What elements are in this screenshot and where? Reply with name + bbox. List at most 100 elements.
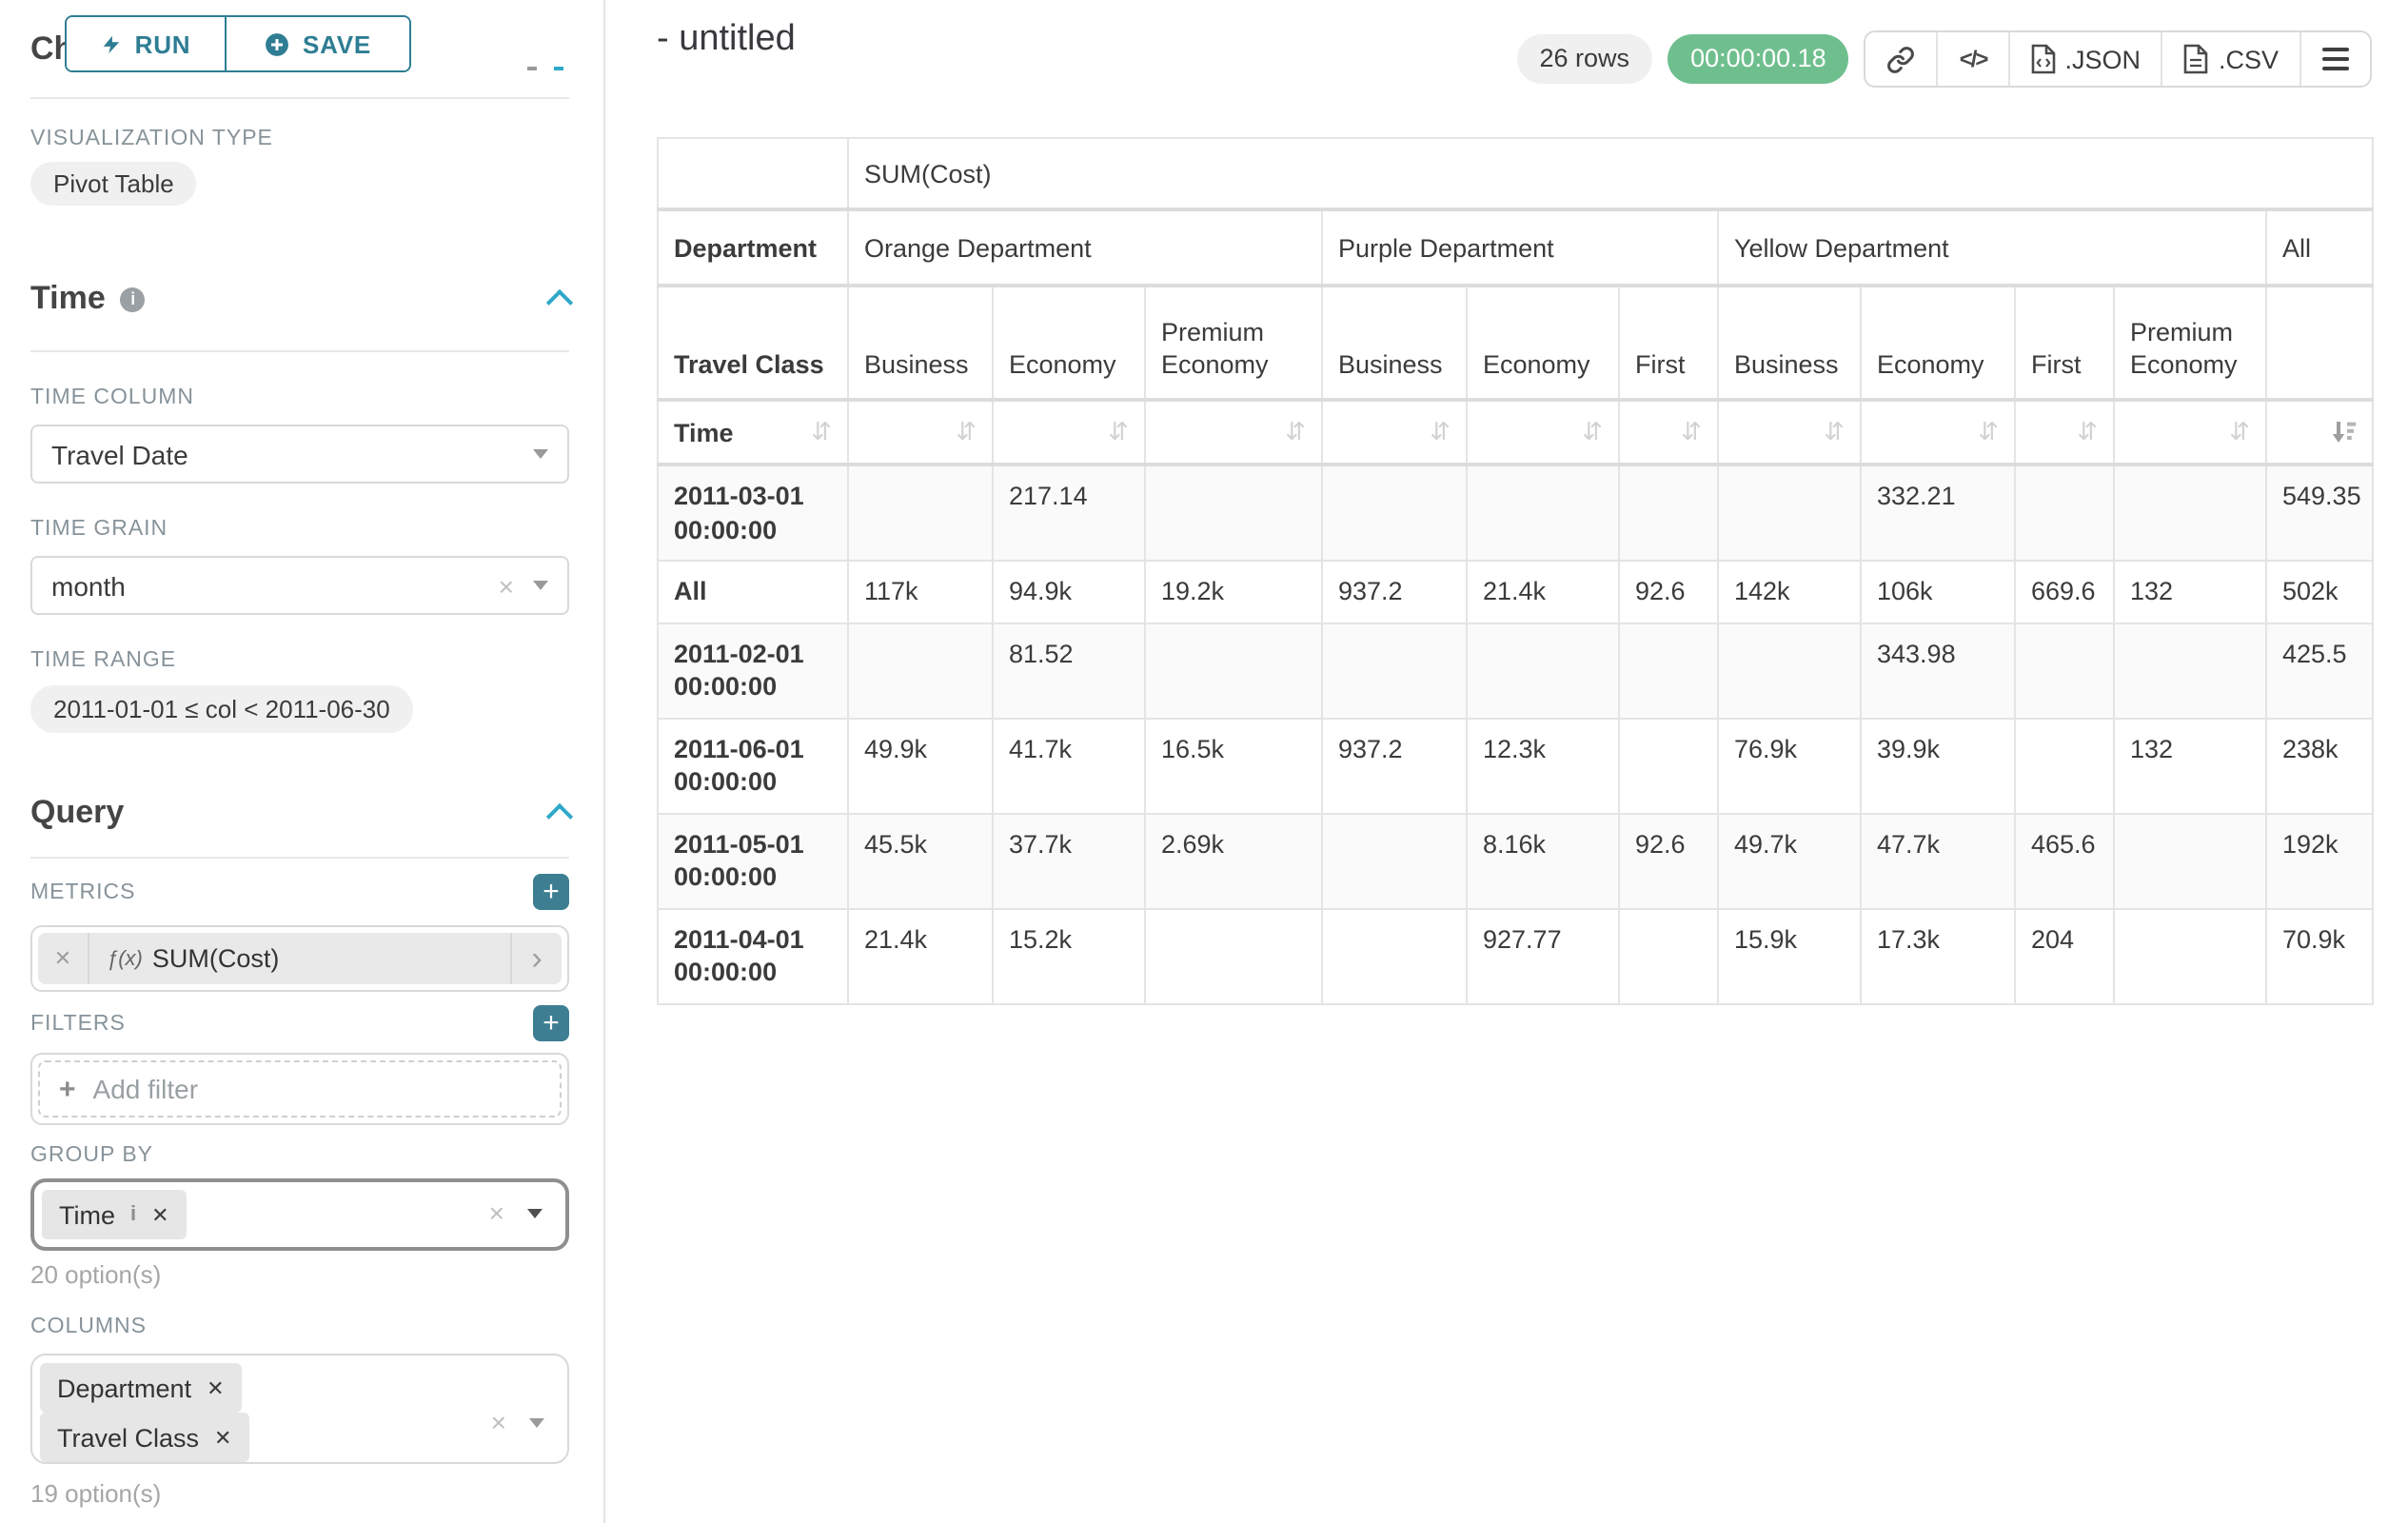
value-cell: 70.9k xyxy=(2266,909,2373,1004)
row-label-cell: 2011-05-01 00:00:00 xyxy=(658,814,848,909)
group-by-select[interactable]: Timei✕ × xyxy=(30,1178,569,1251)
metric-name: SUM(Cost) xyxy=(152,944,510,973)
time-column-value: Travel Date xyxy=(51,439,188,469)
csv-button-label: .CSV xyxy=(2219,45,2279,73)
column-sort-cell[interactable]: ⇵ xyxy=(1145,400,1322,465)
selected-value-chip[interactable]: Department✕ xyxy=(40,1363,242,1413)
metric-chip[interactable]: ✕ ƒ(x) SUM(Cost) › xyxy=(38,933,562,984)
table-header-row: DepartmentOrange DepartmentPurple Depart… xyxy=(658,209,2373,286)
collapse-chevron-icon[interactable] xyxy=(546,289,573,316)
column-sort-cell[interactable]: ⇵ xyxy=(848,400,993,465)
column-sort-cell[interactable] xyxy=(2266,400,2373,465)
sort-icon[interactable]: ⇵ xyxy=(1285,420,1306,445)
time-range-pill[interactable]: 2011-01-01 ≤ col < 2011-06-30 xyxy=(30,685,413,733)
run-button[interactable]: RUN xyxy=(67,17,227,70)
add-filter-dropzone[interactable]: + Add filter xyxy=(38,1060,562,1118)
remove-chip-icon[interactable]: ✕ xyxy=(151,1202,168,1227)
more-menu-button[interactable] xyxy=(2299,32,2370,86)
column-sort-cell[interactable]: ⇵ xyxy=(1322,400,1467,465)
remove-chip-icon[interactable]: ✕ xyxy=(214,1425,231,1450)
add-filter-plus-button[interactable]: + xyxy=(533,1005,569,1041)
value-cell: 19.2k xyxy=(1145,561,1322,623)
columns-options-hint: 19 option(s) xyxy=(30,1479,569,1508)
expand-metric-icon[interactable]: › xyxy=(510,933,562,984)
metric-header-cell: SUM(Cost) xyxy=(848,138,2373,209)
value-cell: 2.69k xyxy=(1145,814,1322,909)
column-sort-cell[interactable]: ⇵ xyxy=(1619,400,1718,465)
value-cell: 192k xyxy=(2266,814,2373,909)
sort-icon[interactable]: ⇵ xyxy=(1978,420,1999,445)
clear-icon[interactable]: × xyxy=(489,1199,504,1226)
value-cell: 17.3k xyxy=(1861,909,2015,1004)
columns-select[interactable]: Department✕Travel Class✕ × xyxy=(30,1354,569,1464)
remove-chip-icon[interactable]: ✕ xyxy=(207,1375,224,1400)
clear-icon[interactable]: × xyxy=(499,572,514,599)
filters-well: + Add filter xyxy=(30,1053,569,1125)
row-dimension-sort-cell[interactable]: Time ⇵ xyxy=(658,400,848,465)
value-cell: 81.52 xyxy=(993,623,1145,718)
time-range-label: TIME RANGE xyxy=(30,649,569,672)
value-cell: 238k xyxy=(2266,718,2373,813)
value-cell xyxy=(1619,909,1718,1004)
plus-icon: + xyxy=(59,1073,76,1105)
save-button[interactable]: SAVE xyxy=(227,17,409,70)
value-cell xyxy=(1145,465,1322,561)
table-header-row: SUM(Cost) xyxy=(658,138,2373,209)
time-grain-select[interactable]: month × xyxy=(30,556,569,615)
info-icon: i xyxy=(121,287,146,311)
value-cell xyxy=(2015,465,2114,561)
viz-type-pill[interactable]: Pivot Table xyxy=(30,162,197,206)
sort-icon[interactable]: ⇵ xyxy=(1681,420,1702,445)
table-header-row: Travel ClassBusinessEconomyPremium Econo… xyxy=(658,286,2373,400)
value-cell: 937.2 xyxy=(1322,561,1467,623)
value-cell: 45.5k xyxy=(848,814,993,909)
column-sort-cell[interactable]: ⇵ xyxy=(993,400,1145,465)
collapse-chevron-icon[interactable] xyxy=(546,803,573,830)
sort-icon[interactable]: ⇵ xyxy=(1108,420,1129,445)
column-sort-cell[interactable]: ⇵ xyxy=(1861,400,2015,465)
column-sort-cell[interactable]: ⇵ xyxy=(1467,400,1619,465)
value-cell: 937.2 xyxy=(1322,718,1467,813)
sort-icon[interactable]: ⇵ xyxy=(2229,420,2250,445)
sort-icon[interactable]: ⇵ xyxy=(956,420,977,445)
column-sort-cell[interactable]: ⇵ xyxy=(2015,400,2114,465)
lightning-bolt-icon xyxy=(101,31,122,56)
value-cell: 15.9k xyxy=(1718,909,1861,1004)
value-cell: 16.5k xyxy=(1145,718,1322,813)
view-query-button[interactable]: </> xyxy=(1937,32,2008,86)
value-cell xyxy=(1322,465,1467,561)
value-cell: 49.9k xyxy=(848,718,993,813)
subcolumn-header-cell: Economy xyxy=(993,286,1145,400)
add-metric-button[interactable]: + xyxy=(533,874,569,910)
plus-circle-icon xyxy=(265,31,289,56)
sort-icon[interactable]: ⇵ xyxy=(1582,420,1603,445)
selected-value-chip[interactable]: Timei✕ xyxy=(42,1190,187,1239)
value-cell: 92.6 xyxy=(1619,814,1718,909)
clear-icon[interactable]: × xyxy=(491,1409,506,1435)
export-csv-button[interactable]: .CSV xyxy=(2161,32,2299,86)
value-cell: 94.9k xyxy=(993,561,1145,623)
value-cell xyxy=(2015,718,2114,813)
sort-descending-active-icon[interactable] xyxy=(2332,421,2357,444)
export-json-button[interactable]: .JSON xyxy=(2007,32,2161,86)
section-divider xyxy=(30,857,569,859)
group-header-cell: Orange Department xyxy=(848,209,1322,286)
sort-icon[interactable]: ⇵ xyxy=(811,420,832,445)
sort-icon[interactable]: ⇵ xyxy=(1824,420,1845,445)
column-sort-cell[interactable]: ⇵ xyxy=(1718,400,1861,465)
sort-icon[interactable]: ⇵ xyxy=(2077,420,2098,445)
row-dimension-label: Time xyxy=(674,418,734,446)
sort-icon[interactable]: ⇵ xyxy=(1430,420,1451,445)
selected-value-chip[interactable]: Travel Class✕ xyxy=(40,1413,248,1462)
chip-label: Time xyxy=(59,1200,115,1229)
value-cell: 8.16k xyxy=(1467,814,1619,909)
column-sort-cell[interactable]: ⇵ xyxy=(2114,400,2266,465)
value-cell xyxy=(848,465,993,561)
section-divider xyxy=(30,350,569,352)
time-section-header: Time i xyxy=(30,280,569,318)
remove-metric-icon[interactable]: ✕ xyxy=(38,933,89,984)
chevron-down-icon xyxy=(527,1208,543,1217)
value-cell: 332.21 xyxy=(1861,465,2015,561)
copy-link-button[interactable] xyxy=(1866,32,1937,86)
time-column-select[interactable]: Travel Date xyxy=(30,425,569,484)
